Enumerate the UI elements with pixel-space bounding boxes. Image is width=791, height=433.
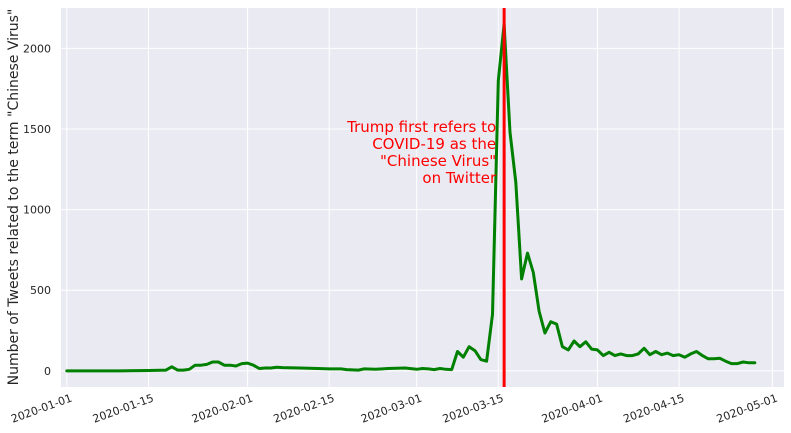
x-tick-label: 2020-03-01	[359, 392, 424, 426]
x-tick-label: 2020-04-15	[622, 392, 687, 426]
x-tick-label: 2020-01-15	[91, 392, 156, 426]
x-tick-label: 2020-04-01	[540, 392, 605, 426]
y-tick-label: 2000	[23, 42, 51, 55]
y-tick-label: 1000	[23, 204, 51, 217]
annotation-line: "Chinese Virus"	[380, 152, 496, 170]
annotation-line: on Twitter	[422, 169, 497, 187]
x-tick-label: 2020-02-15	[272, 392, 337, 426]
y-axis-ticks: 0 500 1000 1500 2000	[23, 42, 51, 378]
y-tick-label: 1500	[23, 123, 51, 136]
series-line	[65, 22, 757, 373]
x-axis-ticks: 2020-01-01 2020-01-15 2020-02-01 2020-02-15…	[9, 392, 779, 426]
y-tick-label: 0	[44, 365, 51, 378]
x-tick-label: 2020-01-01	[9, 392, 74, 426]
y-axis-label: Number of Tweets related to the term "Ch…	[6, 9, 22, 386]
y-tick-label: 500	[30, 284, 51, 297]
x-tick-label: 2020-03-15	[441, 392, 506, 426]
annotation-line: Trump first refers to	[346, 118, 496, 136]
series-layer	[65, 22, 757, 373]
x-tick-label: 2020-02-01	[190, 392, 255, 426]
annotation-line: COVID-19 as the	[372, 135, 496, 153]
plot-background	[61, 8, 784, 387]
x-tick-label: 2020-05-01	[715, 392, 780, 426]
